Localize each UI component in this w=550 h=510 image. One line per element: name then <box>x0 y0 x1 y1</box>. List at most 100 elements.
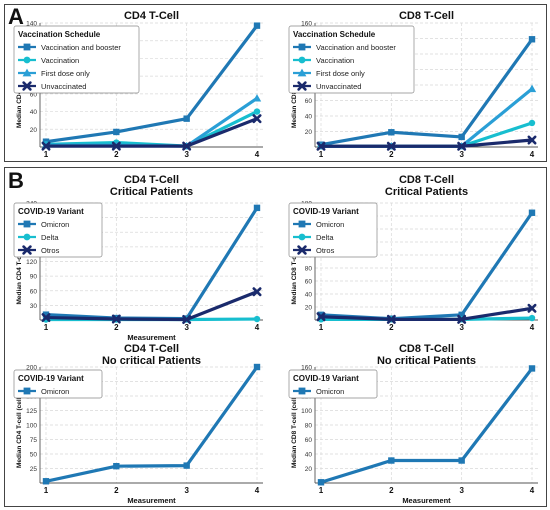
legend-marker <box>297 81 307 91</box>
data-point <box>386 141 396 151</box>
chart-title: CD4 T-Cell <box>124 10 179 22</box>
legend-marker <box>298 387 306 395</box>
x-tick-label: 4 <box>530 150 535 159</box>
data-point <box>316 312 326 322</box>
series-line <box>321 138 533 148</box>
series-line <box>320 367 534 484</box>
chart-cd8-vaccination: CD8 T-Cell204060801001201401601234Median… <box>288 10 538 159</box>
y-tick-label: 140 <box>26 21 37 28</box>
y-axis-label: Median CD4 T-cell (cells/μL) <box>16 382 23 468</box>
series-line <box>45 110 258 148</box>
x-tick-label: 1 <box>44 150 49 159</box>
chart-subtitle: Critical Patients <box>385 186 468 198</box>
data-point <box>252 94 262 102</box>
data-point <box>458 457 465 464</box>
x-tick-label: 3 <box>184 150 189 159</box>
x-tick-label: 1 <box>319 150 324 159</box>
y-tick-label: 60 <box>305 437 313 444</box>
series-line <box>320 38 534 147</box>
data-point <box>41 313 51 323</box>
chart-subtitle: No critical Patients <box>102 355 201 367</box>
legend-label: Omicron <box>41 387 69 396</box>
data-point <box>528 365 536 372</box>
y-tick-label: 60 <box>305 279 313 286</box>
legend-box <box>13 25 140 94</box>
data-point <box>183 115 190 122</box>
x-tick-label: 2 <box>389 150 394 159</box>
data-point <box>457 314 467 324</box>
y-tick-label: 160 <box>301 21 312 28</box>
y-axis-label: Median CD8 T-cell (cells/μL) <box>291 382 298 468</box>
legend-box <box>13 202 103 258</box>
legend-marker <box>22 81 32 91</box>
legend-marker <box>298 43 306 51</box>
legend-marker <box>297 68 307 77</box>
y-tick-label: 60 <box>305 98 313 105</box>
legend-label: Otros <box>41 246 60 255</box>
series-line <box>45 366 259 483</box>
legend-title: Vaccination Schedule <box>293 30 376 39</box>
x-tick-label: 3 <box>459 323 464 332</box>
y-tick-label: 20 <box>305 305 313 312</box>
y-tick-label: 60 <box>30 91 38 98</box>
x-tick-label: 4 <box>255 323 260 332</box>
series-line <box>46 117 258 148</box>
data-point <box>253 108 261 115</box>
data-point <box>458 311 465 318</box>
chart-cd4-vaccination: CD4 T-Cell204060801001201401234Median CD… <box>13 10 263 159</box>
legend-title: Vaccination Schedule <box>18 30 101 39</box>
legend-label: Omicron <box>316 220 344 229</box>
x-axis-label: Measurement <box>402 496 451 505</box>
legend-marker <box>298 220 306 228</box>
data-point <box>42 311 50 318</box>
data-point <box>253 204 261 212</box>
x-tick-label: 4 <box>255 486 260 495</box>
data-point <box>528 36 536 43</box>
legend-title: COVID-19 Variant <box>293 374 359 383</box>
legend-label: Omicron <box>316 387 344 396</box>
legend-marker <box>297 245 307 255</box>
chart-title: CD8 T-Cell <box>399 174 454 186</box>
series-line <box>45 24 259 144</box>
legend-title: COVID-19 Variant <box>293 207 359 216</box>
legend-label: First dose only <box>41 69 90 78</box>
series-line <box>45 290 258 322</box>
x-axis-label: Measurement <box>127 333 176 340</box>
y-tick-label: 100 <box>301 408 312 415</box>
x-tick-label: 4 <box>530 486 535 495</box>
data-point <box>41 141 51 151</box>
data-point <box>528 119 536 127</box>
y-tick-label: 20 <box>305 129 313 136</box>
legend-marker <box>23 220 31 228</box>
y-tick-label: 40 <box>305 452 313 459</box>
x-tick-label: 4 <box>255 150 260 159</box>
panel-a-letter: A <box>8 4 24 29</box>
x-tick-label: 1 <box>319 323 324 332</box>
chart-title: CD4 T-Cell <box>124 174 179 186</box>
data-point <box>457 141 467 151</box>
legend-marker <box>23 43 31 51</box>
x-tick-label: 4 <box>530 323 535 332</box>
legend-marker <box>22 68 32 77</box>
y-tick-label: 80 <box>305 423 313 430</box>
data-point <box>253 22 261 29</box>
data-point <box>253 315 261 323</box>
legend-marker <box>23 233 31 241</box>
data-point <box>183 462 190 469</box>
legend-marker <box>298 233 306 241</box>
legend-label: Delta <box>316 233 334 242</box>
legend-label: First dose only <box>316 69 365 78</box>
y-tick-label: 25 <box>30 466 38 473</box>
x-tick-label: 2 <box>114 486 119 495</box>
series-line <box>46 96 258 148</box>
y-tick-label: 40 <box>305 114 313 121</box>
y-tick-label: 20 <box>30 127 38 134</box>
x-axis-label: Measurement <box>127 496 176 505</box>
legend-label: Delta <box>41 233 59 242</box>
data-point <box>527 84 537 93</box>
